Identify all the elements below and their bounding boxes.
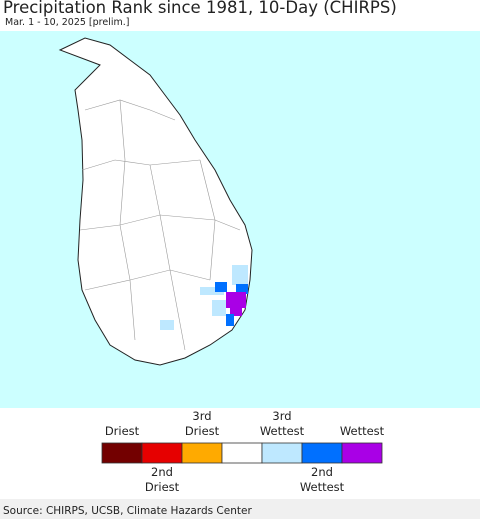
legend-label: Driest: [105, 424, 140, 438]
legend-label: 2nd: [151, 465, 173, 479]
footer-bar: [0, 499, 480, 519]
island: [58, 37, 253, 366]
rain-cells: [160, 265, 248, 330]
legend-label: Driest: [145, 480, 180, 494]
legend-label: Wettest: [300, 480, 345, 494]
legend-swatch: [261, 442, 303, 464]
legend-swatch: [101, 442, 143, 464]
legend-swatch: [221, 442, 263, 464]
title: Precipitation Rank since 1981, 10-Day (C…: [3, 0, 397, 17]
legend-swatch: [141, 442, 183, 464]
legend-label: Wettest: [340, 424, 385, 438]
legend-swatch: [181, 442, 223, 464]
district-lines: [79, 99, 241, 351]
source: Source: CHIRPS, UCSB, Climate Hazards Ce…: [3, 505, 252, 517]
legend-swatch: [301, 442, 343, 464]
legend-swatch: [341, 442, 383, 464]
legend-label: Wettest: [260, 424, 305, 438]
legend-label: Driest: [185, 424, 220, 438]
map: [58, 37, 253, 366]
legend-label: 2nd: [311, 465, 333, 479]
subtitle: Mar. 1 - 10, 2025 [prelim.]: [5, 17, 129, 28]
legend-label: 3rd: [272, 409, 291, 423]
legend-label: 3rd: [192, 409, 211, 423]
